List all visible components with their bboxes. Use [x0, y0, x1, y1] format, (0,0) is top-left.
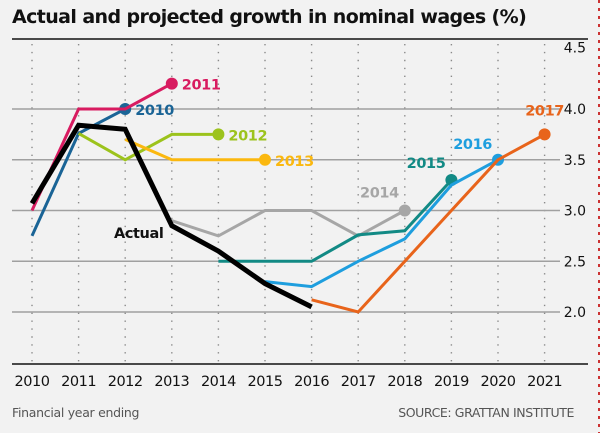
page-edge-border — [598, 0, 600, 433]
series-labels: 2010 2011 2012 2013 2014 2015 2016 2017 Actual — [114, 78, 564, 242]
series-end-marker-2012 — [212, 128, 225, 141]
series-label-2015: 2015 — [407, 156, 446, 172]
y-tick-label: 4.5 — [564, 40, 586, 56]
series-label-2017: 2017 — [525, 103, 564, 119]
series-label-2010: 2010 — [135, 103, 174, 119]
series-line-2013 — [124, 138, 265, 162]
series-label-2013: 2013 — [275, 154, 314, 170]
source-note: SOURCE: GRATTAN INSTITUTE — [398, 405, 574, 420]
series-label-2016: 2016 — [453, 137, 492, 153]
series-end-marker-2013 — [259, 153, 271, 166]
series-line-2016 — [264, 158, 499, 289]
x-tick-label: 2010 — [15, 374, 50, 390]
x-tick-label: 2021 — [527, 374, 562, 390]
series-lines — [29, 77, 551, 314]
y-tick-label: 3.0 — [564, 204, 586, 220]
series-label-2012: 2012 — [228, 128, 267, 144]
series-line-2012 — [77, 132, 219, 162]
x-tick-labels: 2010 2011 2012 2013 2014 2015 2016 2017 2018 2019… — [15, 374, 563, 390]
x-tick-label: 2020 — [481, 374, 516, 390]
y-tick-label: 3.5 — [564, 153, 586, 169]
y-tick-label: 2.0 — [564, 305, 586, 321]
series-label-2011: 2011 — [182, 78, 221, 94]
x-tick-label: 2014 — [201, 374, 236, 390]
chart-title: Actual and projected growth in nominal w… — [12, 6, 527, 28]
x-tick-label: 2011 — [61, 374, 96, 390]
series-end-marker-2014 — [398, 204, 411, 217]
y-tick-label: 4.0 — [564, 102, 586, 118]
x-tick-label: 2013 — [154, 374, 189, 390]
series-label-actual: Actual — [114, 226, 163, 242]
x-tick-label: 2018 — [387, 374, 422, 390]
vertical-gridlines — [31, 44, 546, 362]
y-tick-labels: 2.0 2.5 3.0 3.5 4.0 4.5 — [564, 40, 586, 321]
series-end-marker-2017 — [538, 128, 551, 141]
series-end-marker-2011 — [165, 77, 178, 90]
x-tick-label: 2016 — [294, 374, 329, 390]
y-tick-label: 2.5 — [564, 254, 586, 270]
x-tick-label: 2015 — [248, 374, 283, 390]
series-line-actual — [29, 122, 313, 310]
x-tick-label: 2019 — [434, 374, 469, 390]
series-line-2015 — [218, 179, 453, 263]
series-line-2014 — [171, 209, 406, 238]
x-tick-label: 2017 — [341, 374, 376, 390]
series-label-2014: 2014 — [360, 186, 399, 202]
series-line-2017 — [311, 133, 546, 314]
x-axis-title: Financial year ending — [12, 405, 140, 420]
x-tick-label: 2012 — [108, 374, 143, 390]
